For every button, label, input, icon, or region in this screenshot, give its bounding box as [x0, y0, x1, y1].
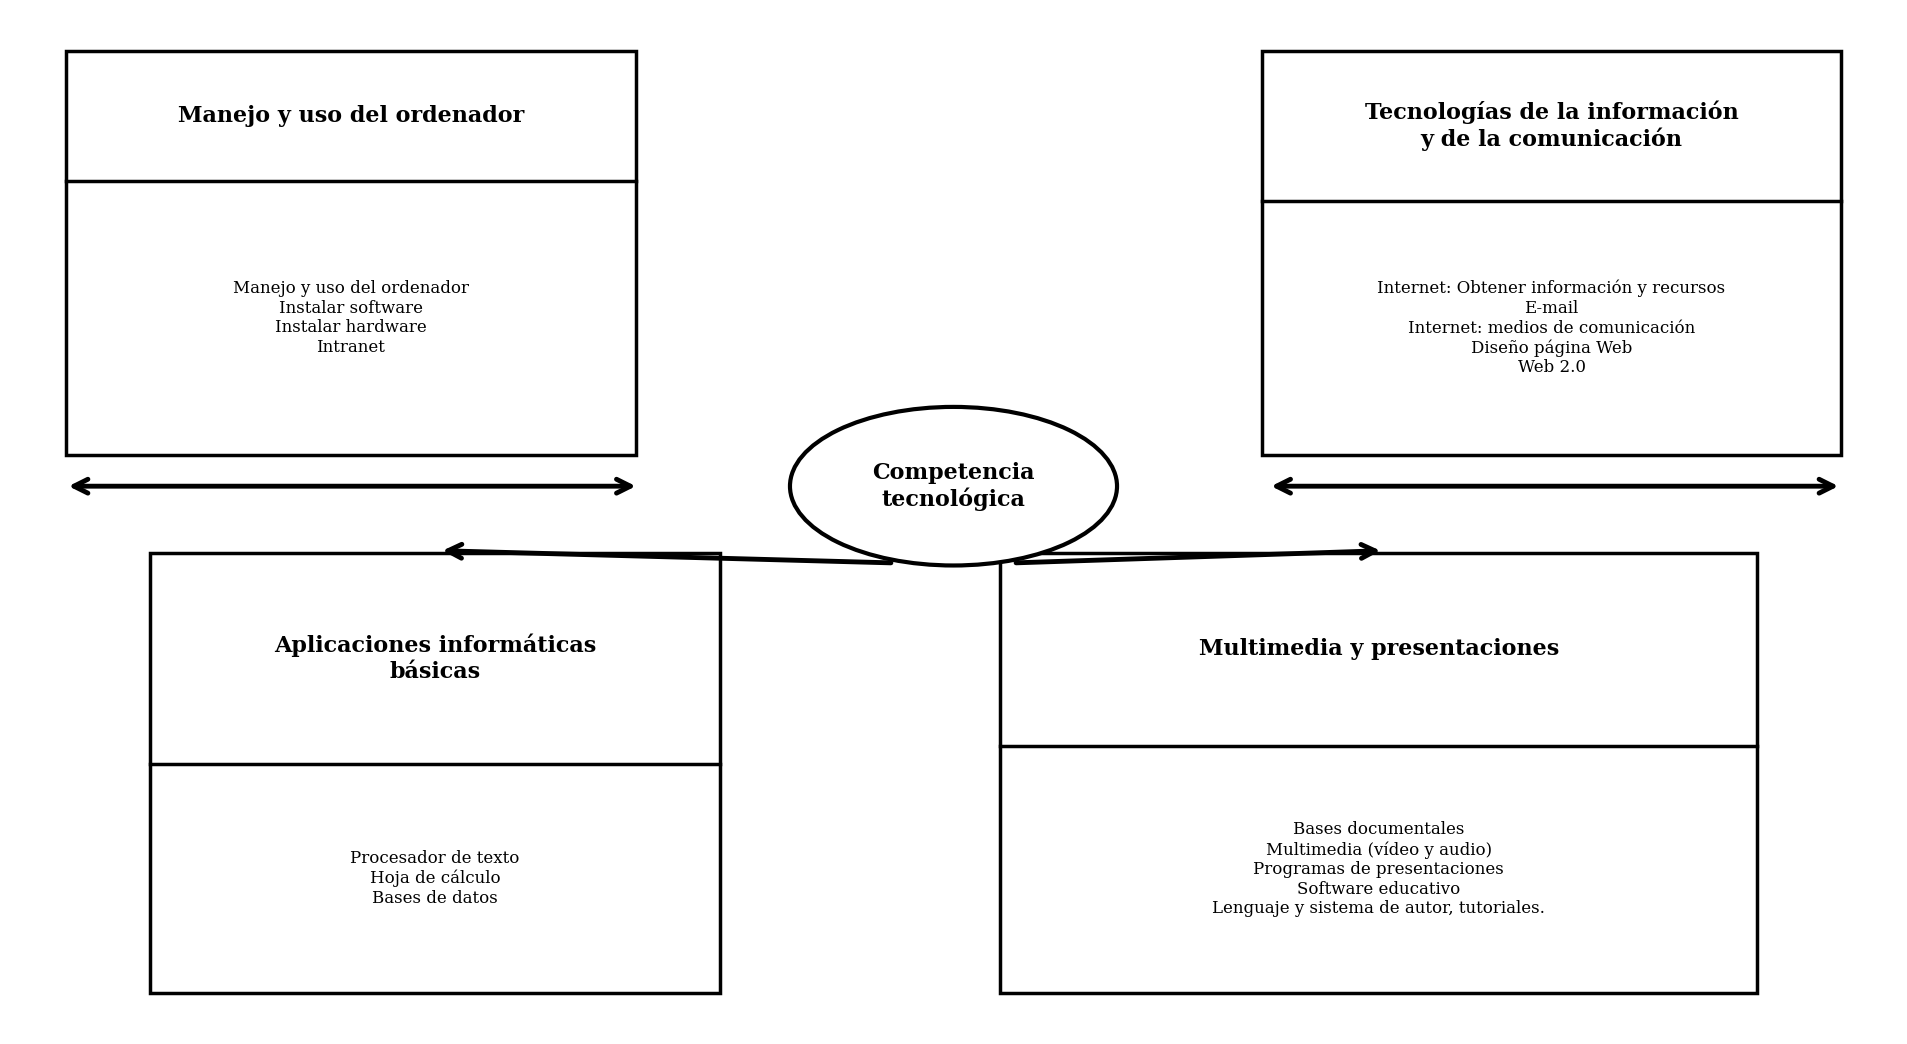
Text: Tecnologías de la información
y de la comunicación: Tecnologías de la información y de la co…: [1365, 101, 1739, 151]
Text: Internet: Obtener información y recursos
E-mail
Internet: medios de comunicación: Internet: Obtener información y recursos…: [1377, 280, 1726, 377]
Bar: [1262, 51, 1842, 455]
Text: Multimedia y presentaciones: Multimedia y presentaciones: [1198, 639, 1558, 661]
Text: Procesador de texto
Hoja de cálculo
Bases de datos: Procesador de texto Hoja de cálculo Base…: [351, 850, 519, 906]
Bar: [67, 51, 635, 455]
Text: Aplicaciones informáticas
básicas: Aplicaciones informáticas básicas: [275, 634, 597, 683]
Bar: [1001, 552, 1756, 993]
Ellipse shape: [789, 407, 1118, 566]
Text: Manejo y uso del ordenador: Manejo y uso del ordenador: [177, 105, 524, 127]
Bar: [151, 552, 721, 993]
Text: Bases documentales
Multimedia (vídeo y audio)
Programas de presentaciones
Softwa: Bases documentales Multimedia (vídeo y a…: [1213, 822, 1545, 918]
Text: Manejo y uso del ordenador
Instalar software
Instalar hardware
Intranet: Manejo y uso del ordenador Instalar soft…: [233, 280, 469, 356]
Text: Competencia
tecnológica: Competencia tecnológica: [871, 461, 1036, 511]
